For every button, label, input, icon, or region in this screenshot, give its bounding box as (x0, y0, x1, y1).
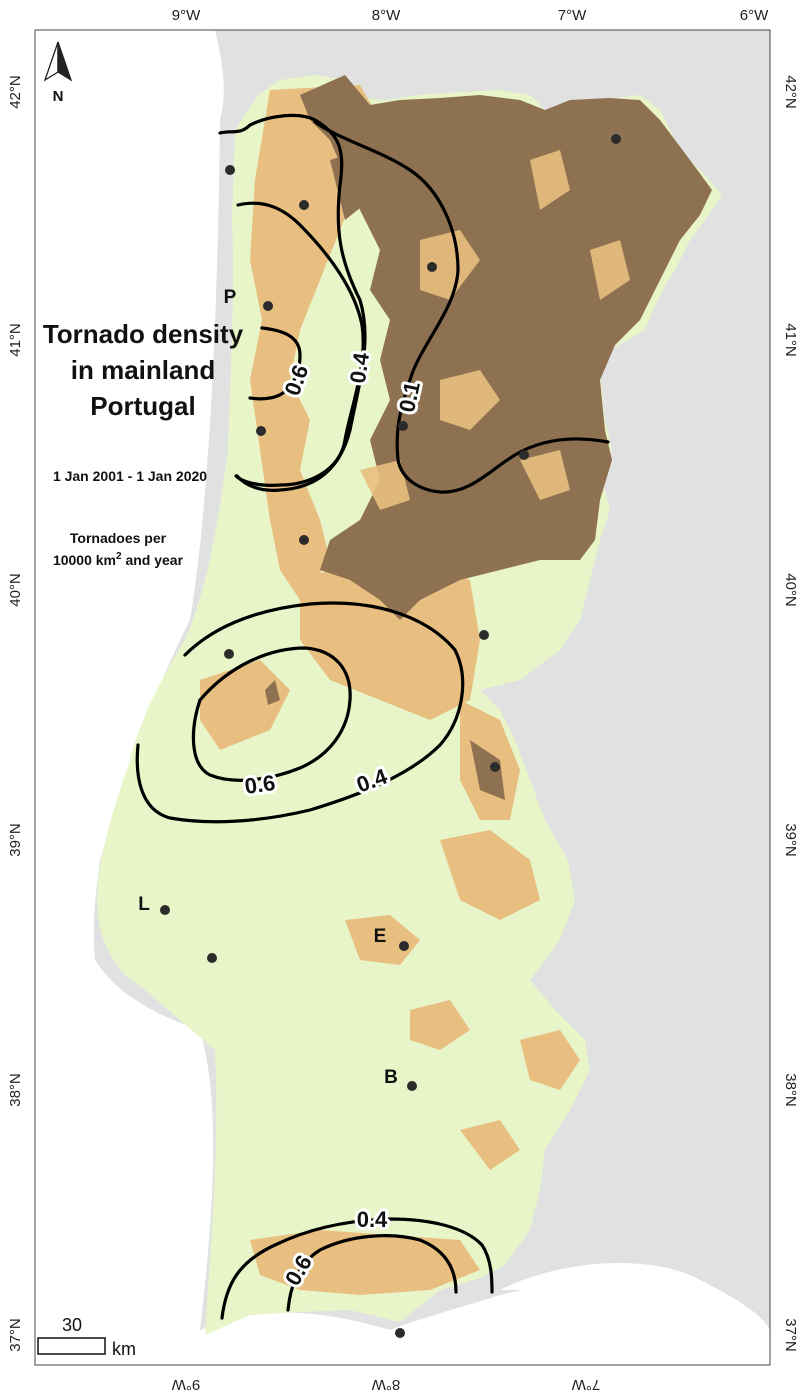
contour-north-06b (248, 326, 302, 401)
lon-tick-7w-bottom: 7°W (571, 1376, 600, 1393)
station-dot (519, 450, 529, 460)
lat-tick-39n-right: 39°N (782, 823, 799, 857)
lon-tick-6w: 6°W (740, 7, 769, 24)
lat-tick-39n: 39°N (7, 823, 24, 857)
contour-center-06 (191, 646, 352, 782)
scale-unit: km (112, 1339, 136, 1359)
station-dots (160, 134, 621, 1338)
station-dot (225, 165, 235, 175)
lon-tick-8w-bottom: 8°W (371, 1376, 400, 1393)
lon-tick-7w: 7°W (558, 7, 587, 24)
scale-value: 30 (62, 1315, 82, 1335)
station-dot (398, 421, 408, 431)
lat-tick-38n-right: 38°N (782, 1073, 799, 1107)
longitude-ticks-bottom: 9°W 8°W 7°W (171, 1376, 600, 1393)
contour-center-04 (135, 601, 465, 824)
lat-tick-38n: 38°N (7, 1073, 24, 1107)
station-dot (299, 200, 309, 210)
station-dot (207, 953, 217, 963)
valleys (360, 150, 630, 510)
lon-tick-9w: 9°W (172, 7, 201, 24)
station-dot (395, 1328, 405, 1338)
latitude-ticks-left: 42°N 41°N 40°N 39°N 38°N 37°N (7, 75, 24, 1352)
station-dot (479, 630, 489, 640)
station-dot-p (263, 301, 273, 311)
contour-north-01 (313, 120, 610, 494)
units-line-1: Tornadoes per (70, 530, 167, 546)
station-dot (224, 649, 234, 659)
period-label: 1 Jan 2001 - 1 Jan 2020 (53, 468, 207, 484)
station-dot (611, 134, 621, 144)
contour-label-south-04: 0.4 (357, 1207, 388, 1232)
scale-rect (37, 1337, 106, 1355)
title-block: Tornado density in mainland Portugal 1 J… (43, 319, 244, 568)
longitude-ticks-top: 9°W 8°W 7°W 6°W (172, 7, 769, 24)
lat-tick-42n-right: 42°N (782, 75, 799, 109)
title-line-1: Tornado density (43, 319, 244, 349)
scale-bar: 30 km (37, 1315, 136, 1359)
station-dot (299, 535, 309, 545)
city-label-porto: P (224, 287, 237, 308)
station-dot-l (160, 905, 170, 915)
north-label: N (53, 88, 64, 105)
lat-tick-37n-right: 37°N (782, 1318, 799, 1352)
station-dot (256, 426, 266, 436)
lon-tick-8w: 8°W (372, 7, 401, 24)
contour-south-04 (220, 1217, 494, 1320)
contour-label-center-06: 0.6 (243, 770, 277, 799)
station-dot (490, 762, 500, 772)
city-label-beja: B (384, 1067, 398, 1088)
station-dot (427, 262, 437, 272)
latitude-ticks-right: 42°N 41°N 40°N 39°N 38°N 37°N (782, 75, 799, 1352)
city-label-lisbon: L (138, 894, 150, 915)
lat-tick-41n: 41°N (7, 323, 24, 357)
midland-terrain (200, 85, 580, 1295)
contour-south-06 (286, 1234, 458, 1312)
station-dot-b (407, 1081, 417, 1091)
density-contours (135, 113, 610, 1320)
lat-tick-37n: 37°N (7, 1318, 24, 1352)
title-line-3: Portugal (90, 391, 195, 421)
contour-north-04 (218, 113, 367, 492)
gulf-of-cadiz (500, 1263, 770, 1365)
lat-tick-40n-right: 40°N (782, 573, 799, 607)
map-frame (34, 29, 771, 1366)
atlantic-ocean (35, 30, 710, 1365)
lat-tick-41n-right: 41°N (782, 323, 799, 357)
north-arrow-icon: N (43, 41, 73, 105)
lon-tick-9w-bottom: 9°W (171, 1376, 200, 1393)
station-dot-e (399, 941, 409, 951)
lat-tick-40n: 40°N (7, 573, 24, 607)
title-line-2: in mainland (71, 355, 215, 385)
lat-tick-42n: 42°N (7, 75, 24, 109)
contour-label-north-04: 0.4 (345, 350, 374, 385)
city-label-evora: E (374, 926, 387, 947)
contour-north-06 (234, 201, 365, 487)
units-line-2: 10000 km2 and year (53, 551, 184, 568)
